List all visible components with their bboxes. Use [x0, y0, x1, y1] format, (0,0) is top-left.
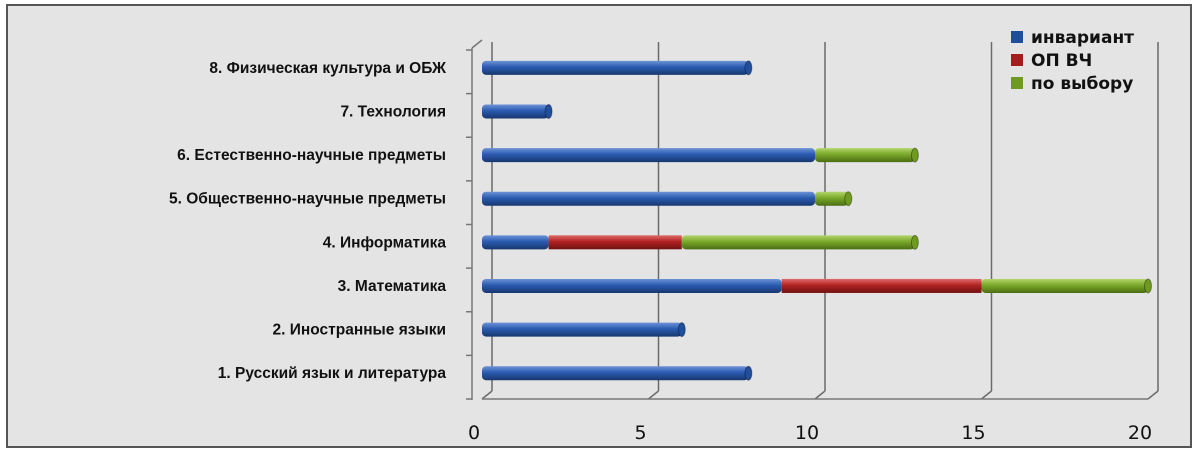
bar-segment-invariant	[482, 60, 749, 75]
x-tick-label: 10	[795, 422, 819, 444]
floor-tick-0	[481, 390, 493, 400]
bar-end-cap	[744, 60, 753, 76]
legend-swatch	[1011, 77, 1023, 89]
bar-segment-invariant	[482, 104, 549, 119]
category-label: 5. Общественно-научные предметы	[169, 191, 446, 208]
legend-swatch	[1011, 31, 1023, 43]
floor-tick-20	[1147, 390, 1159, 400]
bar-segment-invariant	[482, 235, 549, 250]
legend-entry: ОП ВЧ	[1031, 51, 1092, 71]
bar-segment-po-vyboru	[981, 278, 1148, 293]
category-label: 2. Иностранные языки	[273, 322, 446, 339]
bar-segment-invariant	[482, 366, 749, 381]
bar-segment-invariant	[482, 191, 815, 206]
x-tick-label: 15	[961, 422, 985, 444]
category-label: 1. Русский язык и литература	[218, 365, 447, 382]
legend-entry: инвариант	[1031, 28, 1134, 48]
bar-end-cap	[910, 147, 919, 163]
bar-segment-op-vch	[781, 278, 982, 293]
legend: инвариант ОП ВЧ по выбору	[1011, 28, 1134, 94]
category-label: 4. Информатика	[323, 234, 447, 251]
floor-tick-15	[981, 390, 992, 400]
bar-end-cap	[544, 103, 553, 119]
bar-segment-po-vyboru	[681, 235, 915, 250]
x-tick-label: 20	[1128, 422, 1152, 444]
grid-layer	[466, 39, 1159, 400]
bar-segment-op-vch	[548, 235, 682, 250]
category-label: 7. Технология	[340, 103, 446, 120]
floor-tick-10	[814, 390, 826, 400]
bar-end-cap	[677, 322, 686, 338]
bar-end-cap	[910, 234, 919, 250]
category-label: 6. Естественно-научные предметы	[177, 147, 446, 164]
floor-tick-5	[648, 390, 659, 400]
category-label: 8. Физическая культура и ОБЖ	[209, 60, 447, 77]
category-label: 3. Математика	[338, 278, 447, 295]
bar-segment-invariant	[482, 148, 815, 163]
bars-layer	[482, 60, 1152, 381]
x-tick-label: 5	[634, 422, 646, 444]
bar-end-cap	[744, 365, 753, 381]
legend-entry: по выбору	[1031, 74, 1133, 94]
bar-segment-po-vyboru	[815, 148, 915, 163]
x-tick-label: 0	[468, 422, 480, 444]
legend-swatch	[1011, 54, 1023, 66]
bar-end-cap	[1144, 278, 1152, 294]
bar-segment-invariant	[482, 278, 782, 293]
bar-segment-po-vyboru	[815, 191, 849, 206]
bar-segment-invariant	[482, 322, 682, 337]
y-axis-top-edge	[471, 39, 483, 49]
bar-end-cap	[844, 191, 853, 207]
labels-layer: 0 5 10 15 20 1. Русский язык и литература 2. И…	[169, 60, 1152, 444]
